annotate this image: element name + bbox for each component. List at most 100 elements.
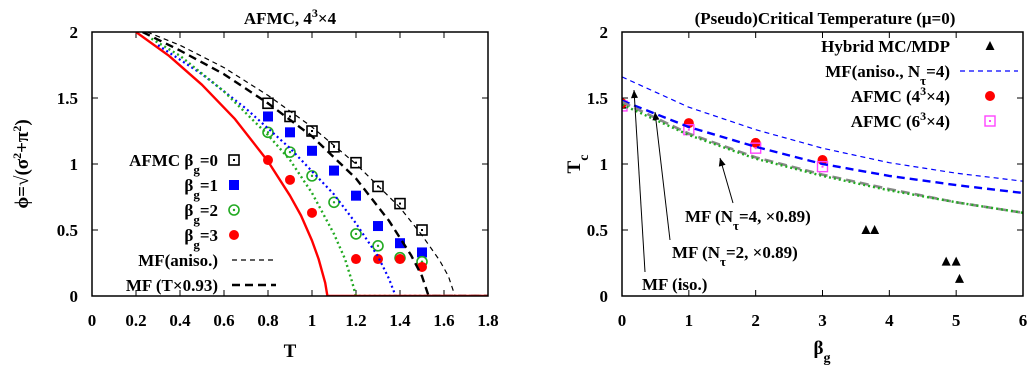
left-series-3-point: [351, 254, 361, 265]
left-legend-swatch-3: [229, 230, 239, 240]
right-legend-label-0: Hybrid MC/MDP: [821, 37, 950, 56]
left-series-2-point: [284, 146, 296, 158]
left-x-tick-label: 0.2: [125, 311, 146, 330]
left-legend-label-5: MF (T×0.93): [126, 276, 218, 295]
right-series-0-point: [951, 256, 961, 266]
right-x-tick-label: 2: [751, 311, 760, 330]
left-series-0-point: [328, 141, 340, 153]
left-legend-swatch-0: [228, 154, 240, 166]
left-series-3-point: [395, 254, 405, 265]
left-x-tick-label: 1: [308, 311, 317, 330]
left-legend-label-0: AFMC βg=0: [129, 151, 218, 177]
left-series-7-line: [150, 37, 488, 296]
left-legend-swatch-2: [228, 204, 240, 216]
right-series-2-point: [817, 155, 828, 166]
left-x-tick-label: 1.2: [345, 311, 366, 330]
right-series-0-point: [941, 256, 951, 266]
right-x-tick-label: 3: [818, 311, 827, 330]
right-x-tick-label: 5: [952, 311, 961, 330]
right-series-5-line: [622, 100, 1023, 215]
right-x-tick-label: 1: [685, 311, 694, 330]
left-y-tick-label: 0.5: [57, 221, 78, 240]
right-y-tick-label: 1: [600, 155, 609, 174]
right-y-tick-label: 0: [600, 287, 609, 306]
left-series-1-point: [395, 238, 405, 249]
left-x-tick-label: 1.8: [477, 311, 498, 330]
right-axes-frame: [621, 31, 1024, 297]
right-x-tick-label: 6: [1019, 311, 1028, 330]
left-legend-label-3: βg=3: [184, 226, 218, 252]
left-series-2-point: [350, 228, 362, 240]
left-x-tick-label: 0.8: [257, 311, 278, 330]
arrow-mf-iso: [630, 89, 646, 273]
annotation-mf-iso: MF (iso.): [642, 275, 707, 294]
left-series-1-point: [307, 145, 317, 156]
right-legend-label-1: MF(aniso., Nτ=4): [825, 62, 950, 88]
right-y-tick-label: 0.5: [587, 221, 608, 240]
left-axes-frame: [91, 31, 489, 297]
left-series-1-point: [417, 247, 427, 258]
left-series-1-point: [351, 190, 361, 201]
left-series-0-point: [350, 156, 362, 169]
right-plot: [622, 76, 1023, 283]
right-legend: Hybrid MC/MDP MF(aniso., Nτ=4) AFMC (43×…: [821, 37, 1018, 131]
right-legend-swatch-2: [985, 91, 995, 101]
left-y-tick-label: 1: [70, 155, 79, 174]
arrow-mf-ntau2: [652, 111, 671, 241]
right-series-0-point: [870, 225, 880, 234]
left-legend-swatch-1: [229, 180, 239, 190]
left-legend-label-2: βg=2: [184, 201, 218, 227]
left-x-tick-label: 1.4: [389, 311, 411, 330]
right-y-tick-label: 2: [600, 23, 609, 42]
left-series-5-line: [142, 32, 488, 296]
left-series-1-point: [373, 221, 383, 232]
right-y-tick-label: 1.5: [587, 89, 608, 108]
annotation-mf-ntau4: MF (Nτ=4, ×0.89): [685, 207, 811, 233]
left-y-axis-label: ϕ=√(σ2+π2): [10, 119, 33, 208]
left-series-2-point: [372, 240, 384, 252]
left-chart-title: AFMC, 43×4: [244, 6, 337, 28]
right-chart: (Pseudo)Critical Temperature (μ=0) 0 1 2 3 4…: [564, 9, 1027, 366]
left-series-1-point: [263, 111, 273, 122]
left-chart: AFMC, 43×4 0 0.2 0.4 0.6 0.8 1 1.2 1.4 1.6 1.8 00…: [10, 6, 499, 362]
right-legend-swatch-0: [985, 41, 995, 50]
left-x-tick-label: 0.4: [169, 311, 191, 330]
right-legend-label-3: AFMC (63×4): [851, 109, 950, 131]
right-x-tick-label: 4: [885, 311, 894, 330]
right-series-1-line: [622, 76, 1023, 182]
right-y-axis-label: Tc: [564, 155, 592, 174]
left-y-tick-label: 0: [70, 287, 79, 306]
left-x-axis-label: T: [284, 341, 297, 362]
left-series-4-line: [146, 32, 488, 296]
left-series-3-point: [373, 254, 383, 265]
right-legend-swatch-3: [984, 115, 996, 127]
arrow-mf-ntau4: [718, 157, 734, 204]
right-legend-label-2: AFMC (43×4): [851, 84, 950, 106]
left-series-0-point: [416, 224, 428, 236]
left-y-tick-label: 1.5: [57, 89, 78, 108]
right-series-4-line: [622, 99, 1023, 195]
annotation-mf-ntau2: MF (Nτ=2, ×0.89): [672, 243, 798, 269]
left-x-tick-label: 1.6: [433, 311, 454, 330]
right-series-0-point: [861, 225, 871, 234]
left-legend: AFMC βg=0 βg=1 βg=2 βg=3 MF(aniso.) MF (…: [126, 151, 276, 295]
left-series-3-point: [285, 174, 295, 185]
right-series-3-point: [816, 160, 829, 173]
right-x-tick-label: 0: [618, 311, 627, 330]
right-annotations: MF (Nτ=4, ×0.89) MF (Nτ=2, ×0.89) MF (is…: [630, 89, 811, 294]
left-x-tick-label: 0: [88, 311, 97, 330]
left-series-6-line: [157, 44, 488, 296]
left-series-1-point: [329, 165, 339, 176]
left-series-3-point: [307, 207, 317, 218]
left-x-ticks: 0 0.2 0.4 0.6 0.8 1 1.2 1.4 1.6 1.8: [88, 32, 499, 330]
left-series-0-point: [394, 197, 406, 210]
left-x-tick-label: 0.6: [213, 311, 234, 330]
right-x-axis-label: βg: [813, 338, 830, 366]
left-y-tick-label: 2: [70, 23, 79, 42]
left-legend-label-4: MF(aniso.): [138, 251, 218, 270]
left-y-ticks: 0 0.5 1 1.5 2: [57, 23, 488, 306]
left-plot: [135, 32, 488, 296]
left-series-8-line: [135, 32, 488, 296]
right-series-0-point: [955, 273, 965, 283]
